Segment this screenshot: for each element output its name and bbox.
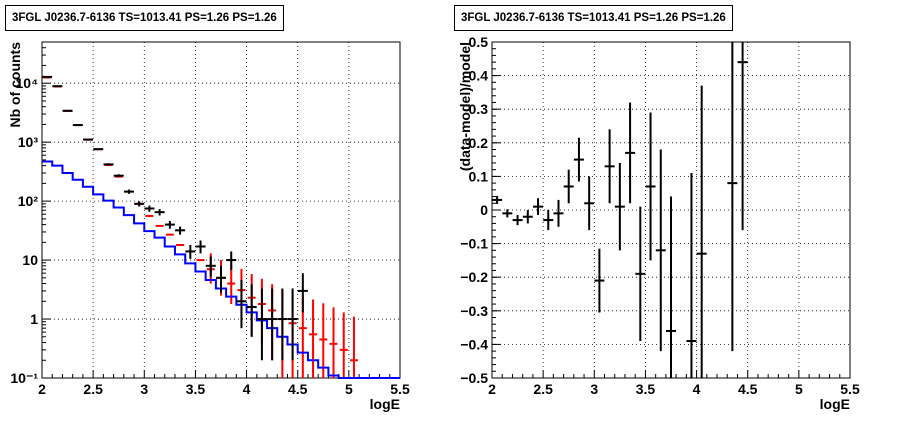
model-step-line <box>42 160 400 379</box>
x-tick-label: 4.5 <box>738 381 758 397</box>
x-tick-label: 4 <box>693 381 701 397</box>
x-tick-label: 2.5 <box>83 381 103 397</box>
y-tick-label: 1 <box>30 311 38 327</box>
x-axis-label: logE <box>820 396 850 412</box>
y-axis-label: Nb of counts <box>7 42 23 128</box>
left-plot-title: 3FGL J0236.7-6136 TS=1013.41 PS=1.26 PS=… <box>5 5 284 31</box>
y-tick-label: 10⁻¹ <box>10 370 38 386</box>
left-plot-panel: 3FGL J0236.7-6136 TS=1013.41 PS=1.26 PS=… <box>5 5 410 412</box>
x-tick-label: 2.5 <box>533 381 553 397</box>
y-tick-label: 10² <box>18 193 39 209</box>
y-tick-label: 0.1 <box>469 168 489 184</box>
x-tick-label: 5 <box>795 381 803 397</box>
y-tick-label: −0.2 <box>460 269 488 285</box>
x-tick-label: 5 <box>345 381 353 397</box>
x-tick-label: 3.5 <box>186 381 206 397</box>
y-tick-label: −0.4 <box>460 336 488 352</box>
y-tick-label: 10⁴ <box>16 75 39 91</box>
x-tick-label: 4 <box>243 381 251 397</box>
y-tick-label: 0 <box>480 202 488 218</box>
x-axis-label: logE <box>370 396 400 412</box>
x-tick-label: 5.5 <box>840 381 860 397</box>
x-tick-label: 2 <box>488 381 496 397</box>
right-plot-title: 3FGL J0236.7-6136 TS=1013.41 PS=1.26 PS=… <box>454 5 733 31</box>
y-tick-label: −0.3 <box>460 303 488 319</box>
x-tick-label: 4.5 <box>288 381 308 397</box>
y-tick-label: 0.2 <box>469 135 489 151</box>
y-tick-label: −0.5 <box>460 370 488 386</box>
y-tick-label: 0.3 <box>469 101 489 117</box>
y-tick-label: 10 <box>22 252 38 268</box>
counts-chart: 2 2.5 3 3.5 4 4.5 5 5.5 10⁻¹ 1 10 10² 10³ 10⁴ logE Nb o… <box>7 41 410 412</box>
y-tick-label: −0.1 <box>460 236 488 252</box>
y-tick-label: 0.5 <box>469 34 489 50</box>
x-tick-label: 5.5 <box>390 381 410 397</box>
y-tick-label: 0.4 <box>469 68 489 84</box>
y-tick-label: 10³ <box>18 134 39 150</box>
residuals-chart: 2 2.5 3 3.5 4 4.5 5 5.5 −0.5 −0.4 −0.3 −0.2 −0.1 0 0.1… <box>457 34 860 412</box>
y-axis-label: (data-model)/model <box>457 42 473 171</box>
x-tick-label: 3 <box>140 381 148 397</box>
plot-frame <box>41 41 401 379</box>
x-tick-label: 3.5 <box>636 381 656 397</box>
x-tick-label: 2 <box>38 381 46 397</box>
x-tick-label: 3 <box>590 381 598 397</box>
right-plot-panel: 3FGL J0236.7-6136 TS=1013.41 PS=1.26 PS=… <box>449 0 898 421</box>
